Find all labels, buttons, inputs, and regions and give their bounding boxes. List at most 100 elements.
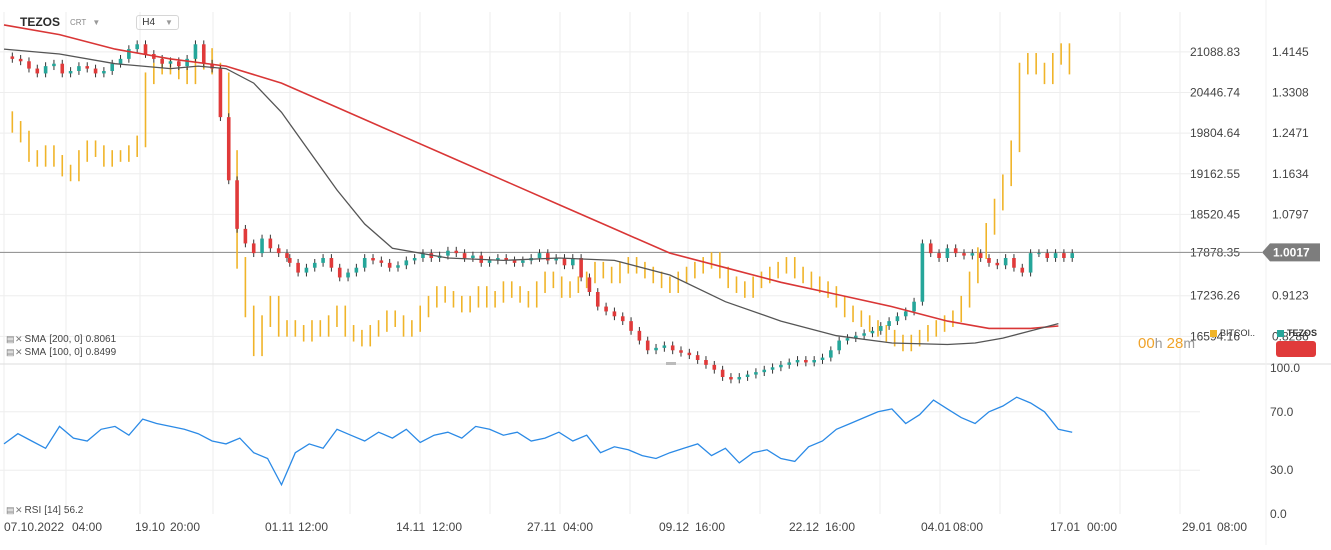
symbol-name[interactable]: TEZOS xyxy=(20,15,61,29)
candle-body xyxy=(296,262,300,273)
time-axis-label: 12:00 xyxy=(298,520,328,534)
time-axis-label: 17.01 xyxy=(1050,520,1080,534)
candle-body xyxy=(27,61,31,69)
candle-body xyxy=(912,301,916,312)
candle-body xyxy=(595,292,600,307)
candle-body xyxy=(604,306,608,312)
candle-body xyxy=(68,71,73,74)
candle-body xyxy=(962,253,966,256)
candle-body xyxy=(287,258,292,263)
candle-body xyxy=(371,258,375,261)
time-axis-label: 04.01 xyxy=(921,520,951,534)
countdown-minutes: 28 xyxy=(1166,335,1184,352)
candle-body xyxy=(754,372,758,375)
candle-body xyxy=(404,260,409,266)
candle-body xyxy=(637,330,642,341)
candle-body xyxy=(920,243,925,302)
candle-body xyxy=(504,258,509,261)
countdown-hours-unit: h xyxy=(1154,335,1163,351)
candle-body xyxy=(587,277,592,292)
price-axis-label-left: 20446.74 xyxy=(1190,85,1240,99)
time-axis-label: 08:00 xyxy=(1217,520,1247,534)
indicator-legend-sma200[interactable]: ▤ ✕ SMA [200, 0] 0.8061 xyxy=(6,334,116,345)
candle-body xyxy=(276,248,281,254)
candle-body xyxy=(421,253,425,258)
candle-body xyxy=(1020,267,1025,273)
indicator-params: [200, 0] xyxy=(49,334,83,345)
candle-body xyxy=(251,243,256,254)
timeframe-selector[interactable]: H4 ▼ xyxy=(136,14,179,30)
rsi-axis-label: 0.0 xyxy=(1270,507,1287,521)
time-axis-label: 08:00 xyxy=(953,520,983,534)
chevron-down-icon[interactable]: ▼ xyxy=(92,17,101,27)
chart-type-label[interactable]: CRT xyxy=(70,17,87,27)
menu-icon[interactable]: ▤ ✕ xyxy=(6,347,23,357)
compare-legend-bitcoin[interactable]: BITCOI.. xyxy=(1210,328,1255,338)
candle-body xyxy=(928,243,933,254)
candle-body xyxy=(10,56,15,59)
time-axis-label: 16:00 xyxy=(825,520,855,534)
time-axis-label: 19.10 xyxy=(135,520,165,534)
candle-body xyxy=(185,58,189,67)
candle-body xyxy=(903,311,908,317)
indicator-name: SMA xyxy=(24,334,47,345)
candle-body xyxy=(118,58,123,64)
price-axis-label-left: 19804.64 xyxy=(1190,126,1240,140)
candle-body xyxy=(670,345,675,351)
candle-body xyxy=(1012,258,1016,268)
candle-body xyxy=(579,258,583,278)
legend-swatch xyxy=(1210,329,1217,337)
candle-body xyxy=(845,338,850,341)
candle-body xyxy=(1037,253,1041,255)
indicator-legend-rsi[interactable]: ▤ ✕ RSI [14] 56.2 xyxy=(6,505,83,516)
candle-body xyxy=(804,360,808,363)
sma100-line xyxy=(3,48,1059,346)
candle-body xyxy=(554,258,558,261)
candle-body xyxy=(854,335,858,339)
price-axis-label: 1.4145 xyxy=(1272,45,1309,59)
candle-body xyxy=(779,364,783,368)
time-axis-label: 12:00 xyxy=(432,520,462,534)
candle-body xyxy=(837,340,841,351)
candle-body xyxy=(1053,253,1058,258)
current-price-badge xyxy=(1262,243,1320,262)
chevron-down-icon: ▼ xyxy=(165,17,173,27)
indicator-legend-sma100[interactable]: ▤ ✕ SMA [100, 0] 0.8499 xyxy=(6,347,116,358)
candle-body xyxy=(995,262,1000,266)
rsi-axis-label: 30.0 xyxy=(1270,463,1294,477)
indicator-value: 56.2 xyxy=(63,505,84,516)
price-axis-label-left: 18520.45 xyxy=(1190,207,1240,221)
candle-body xyxy=(462,253,467,258)
candle-body xyxy=(895,316,900,322)
menu-icon[interactable]: ▤ ✕ xyxy=(6,334,23,344)
countdown-minutes-unit: m xyxy=(1183,335,1196,351)
sma200-line xyxy=(3,24,1059,330)
compare-legend-tezos[interactable]: TEZOS xyxy=(1277,328,1317,338)
trade-badge[interactable] xyxy=(1276,341,1316,357)
candle-body xyxy=(260,238,264,254)
candle-body xyxy=(687,352,692,356)
legend-label: TEZOS xyxy=(1287,328,1318,338)
candle-body xyxy=(346,272,350,278)
candle-body xyxy=(720,369,725,377)
candle-body xyxy=(235,180,239,229)
indicator-value: 0.8061 xyxy=(85,334,117,345)
time-axis-label: 01.11 xyxy=(265,520,294,534)
candle-body xyxy=(218,68,223,118)
candle-body xyxy=(812,360,816,363)
candle-body xyxy=(127,49,131,59)
candle-body xyxy=(337,267,342,278)
time-axis-label: 04:00 xyxy=(72,520,102,534)
candle-body xyxy=(135,44,139,50)
time-axis-label: 22.12 xyxy=(789,520,819,534)
candle-body xyxy=(1070,253,1075,258)
candle-body xyxy=(1003,258,1008,266)
pane-resize-handle xyxy=(666,362,676,365)
candle-body xyxy=(704,360,708,365)
candle-body xyxy=(745,374,750,377)
candle-body xyxy=(1062,253,1066,258)
candle-body xyxy=(496,258,500,261)
menu-icon[interactable]: ▤ ✕ xyxy=(6,505,23,515)
